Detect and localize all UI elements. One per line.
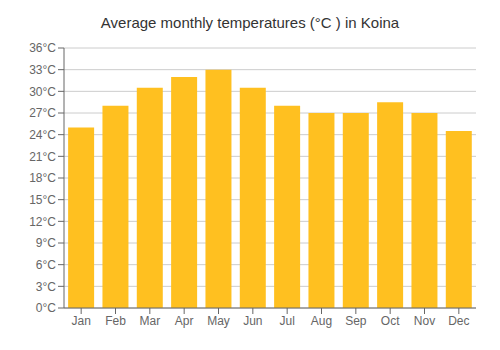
svg-text:3°C: 3°C bbox=[36, 280, 56, 294]
svg-text:30°C: 30°C bbox=[29, 85, 56, 99]
svg-text:Sep: Sep bbox=[345, 314, 367, 328]
svg-text:Aug: Aug bbox=[311, 314, 332, 328]
svg-text:6°C: 6°C bbox=[36, 258, 56, 272]
svg-text:24°C: 24°C bbox=[29, 128, 56, 142]
svg-text:18°C: 18°C bbox=[29, 171, 56, 185]
svg-text:15°C: 15°C bbox=[29, 193, 56, 207]
html-text:Average monthly temperatures (: Average monthly temperatures (°C ) in Ko… bbox=[100, 14, 400, 31]
svg-text:Feb: Feb bbox=[105, 314, 126, 328]
svg-text:Dec: Dec bbox=[448, 314, 469, 328]
svg-text:Nov: Nov bbox=[414, 314, 435, 328]
svg-text:9°C: 9°C bbox=[36, 236, 56, 250]
svg-text:36°C: 36°C bbox=[29, 41, 56, 55]
svg-text:Oct: Oct bbox=[381, 314, 400, 328]
svg-text:Jul: Jul bbox=[279, 314, 294, 328]
svg-text:May: May bbox=[207, 314, 230, 328]
svg-text:Mar: Mar bbox=[139, 314, 160, 328]
svg-text:27°C: 27°C bbox=[29, 106, 56, 120]
svg-text:33°C: 33°C bbox=[29, 63, 56, 77]
svg-text:12°C: 12°C bbox=[29, 215, 56, 229]
svg-text:21°C: 21°C bbox=[29, 150, 56, 164]
svg-text:0°C: 0°C bbox=[36, 301, 56, 315]
svg-text:Jan: Jan bbox=[71, 314, 90, 328]
svg-text:Apr: Apr bbox=[175, 314, 194, 328]
svg-text:Jun: Jun bbox=[243, 314, 262, 328]
